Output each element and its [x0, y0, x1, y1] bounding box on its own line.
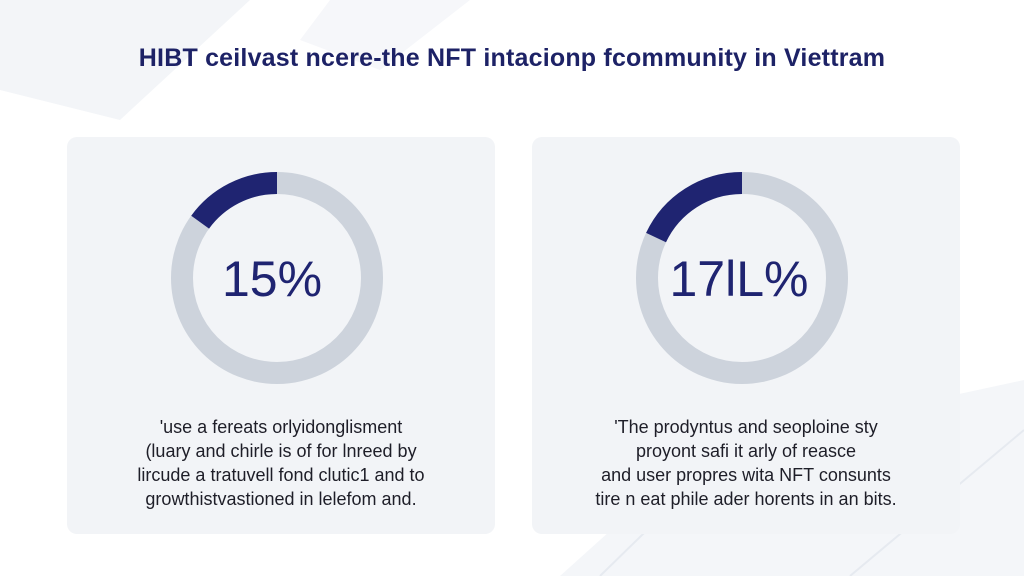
- donut-value-label: 17lL%: [670, 251, 809, 307]
- donut-segment: [646, 172, 743, 243]
- caption-line: proyont safi it arly of reasce: [635, 441, 857, 461]
- stat-card-left: 15% 'use a fereats orlyidonglisment (lua…: [67, 137, 495, 534]
- donut-chart-left: 15%: [171, 172, 383, 384]
- donut-chart-right: 17lL%: [636, 172, 848, 384]
- caption-line: lircude a tratuvell fond clutic1 and to: [137, 465, 425, 485]
- donut-segment: [191, 172, 278, 229]
- page-title: HIBT ceilvast ncere-the NFT intacionp fc…: [138, 44, 886, 72]
- caption-line: tire n eat phile ader horents in an bits…: [595, 489, 897, 509]
- card-caption: 'use a fereats orlyidonglisment (luary a…: [87, 415, 475, 511]
- caption-line: growthistvastioned in lelefom and.: [145, 489, 417, 509]
- donut-value-label: 15%: [222, 251, 322, 307]
- caption-line: (luary and chirle is of for lnreed by: [145, 441, 417, 461]
- caption-line: and user propres wita NFT consunts: [601, 465, 891, 485]
- card-caption: 'The prodyntus and seoploine sty proyont…: [552, 415, 940, 511]
- caption-line: 'The prodyntus and seoploine sty: [614, 417, 878, 437]
- caption-line: 'use a fereats orlyidonglisment: [159, 417, 403, 437]
- stat-card-right: 17lL% 'The prodyntus and seoploine sty p…: [532, 137, 960, 534]
